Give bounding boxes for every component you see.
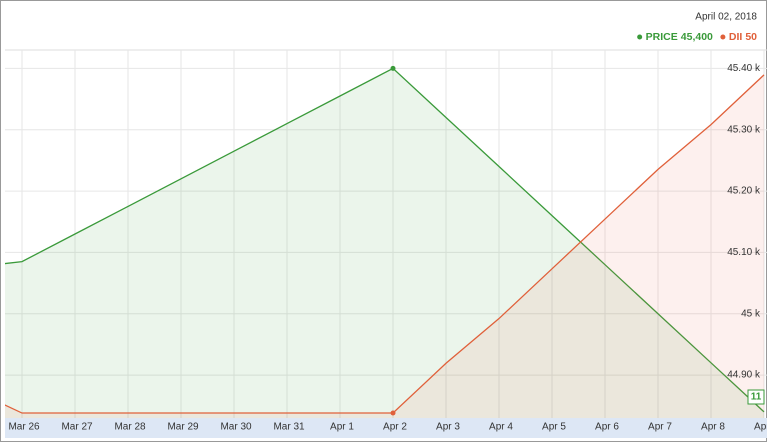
series-line xyxy=(5,74,765,414)
y-tick-label: 44.90 k xyxy=(727,370,761,381)
legend-value: 45,400 xyxy=(681,31,713,43)
x-tick-label: Mar 27 xyxy=(61,422,93,433)
value-tag-label: 11 xyxy=(751,392,762,403)
legend-marker xyxy=(720,34,726,40)
y-tick-label: 45 k xyxy=(741,308,761,319)
series-area xyxy=(5,68,764,418)
x-tick-label: Apr 1 xyxy=(330,422,354,433)
value-tag xyxy=(747,389,765,405)
x-tick-label: Apr 2 xyxy=(383,422,407,433)
x-tick-label: Apr 9 xyxy=(754,422,767,433)
series-line xyxy=(5,67,765,413)
axes: 44.90 k 45 k 45.10 k 45.20 k 45.30 k 45.40 k M… xyxy=(8,63,767,433)
y-tick-label: 45.40 k xyxy=(727,63,761,74)
x-tick-label: Apr 5 xyxy=(542,422,566,433)
x-tick-label: Apr 4 xyxy=(489,422,513,433)
x-tick-label: Apr 6 xyxy=(595,422,619,433)
chart-subtitle: April 02, 2018 xyxy=(695,12,757,23)
point-marker xyxy=(390,65,396,71)
legend-label: DII xyxy=(729,31,743,43)
x-tick-label: Mar 28 xyxy=(114,422,146,433)
x-tick-label: Apr 7 xyxy=(648,422,672,433)
legend-label: PRICE xyxy=(646,31,678,43)
x-tick-label: Mar 26 xyxy=(8,422,40,433)
x-axis-band xyxy=(5,418,767,438)
x-tick-label: Mar 31 xyxy=(273,422,305,433)
plot-area xyxy=(5,65,765,418)
grid xyxy=(5,50,767,418)
legend-value: 50 xyxy=(745,31,757,43)
x-tick-label: Mar 29 xyxy=(167,422,199,433)
x-tick-label: Mar 30 xyxy=(220,422,252,433)
x-tick-label: Apr 3 xyxy=(436,422,460,433)
y-tick-label: 45.10 k xyxy=(727,247,761,258)
point-marker xyxy=(390,410,396,416)
legend-marker xyxy=(637,34,643,40)
series-area xyxy=(5,74,764,418)
y-tick-label: 45.20 k xyxy=(727,186,761,197)
x-tick-label: Apr 8 xyxy=(701,422,725,433)
y-tick-label: 45.30 k xyxy=(727,124,761,135)
